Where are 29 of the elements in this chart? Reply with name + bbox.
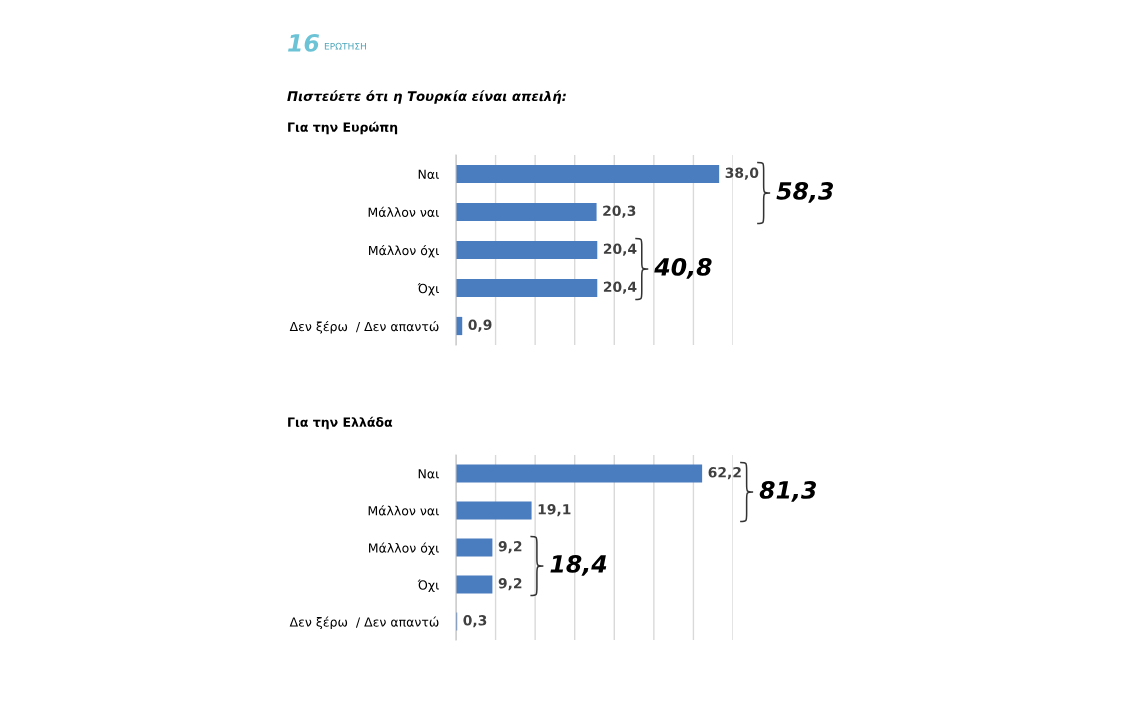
data-label: 9,2 xyxy=(498,578,522,591)
y-tick-label: Όχι xyxy=(417,283,439,296)
text: Για την Ελλάδα xyxy=(288,416,393,430)
text: 81,3 xyxy=(759,480,817,502)
data-label: 20,4 xyxy=(603,281,637,294)
y-tick-label: Ναι xyxy=(418,169,439,179)
y-tick-label: Όχι xyxy=(417,579,439,593)
y-tick-label: Δεν ξέρω / Δεν απαντώ xyxy=(289,321,439,334)
data-label: 19,1 xyxy=(538,504,571,517)
text: 16 xyxy=(288,34,320,52)
y-tick-label: Μάλλον όχι xyxy=(369,245,439,258)
y-tick-label: Μάλλον ναι xyxy=(368,505,439,516)
annotation: 40,8 xyxy=(654,257,712,279)
y-tick-label: Ναι xyxy=(418,469,439,479)
y-tick-label: Μάλλον όχι xyxy=(369,542,439,556)
data-label: 9,2 xyxy=(498,541,522,554)
data-label: 20,3 xyxy=(603,205,636,218)
data-label: 0,3 xyxy=(463,615,487,628)
text: 58,3 xyxy=(776,181,834,203)
chart-title: Πιστεύετε ότι η Τουρκία είναι απειλή: xyxy=(287,90,566,104)
annotation: 18,4 xyxy=(550,554,607,576)
text: ΕΡΩΤΗΣΗ xyxy=(324,42,366,50)
y-tick-label: Δεν ξέρω / Δεν απαντώ xyxy=(289,616,439,630)
data-label: 20,4 xyxy=(603,243,637,256)
data-label: 0,9 xyxy=(468,319,492,332)
text: Για την Ευρώπη xyxy=(288,121,398,135)
data-label: 38,0 xyxy=(725,167,759,180)
y-tick-label: Μάλλον ναι xyxy=(368,206,439,217)
data-label: 62,2 xyxy=(708,467,741,480)
